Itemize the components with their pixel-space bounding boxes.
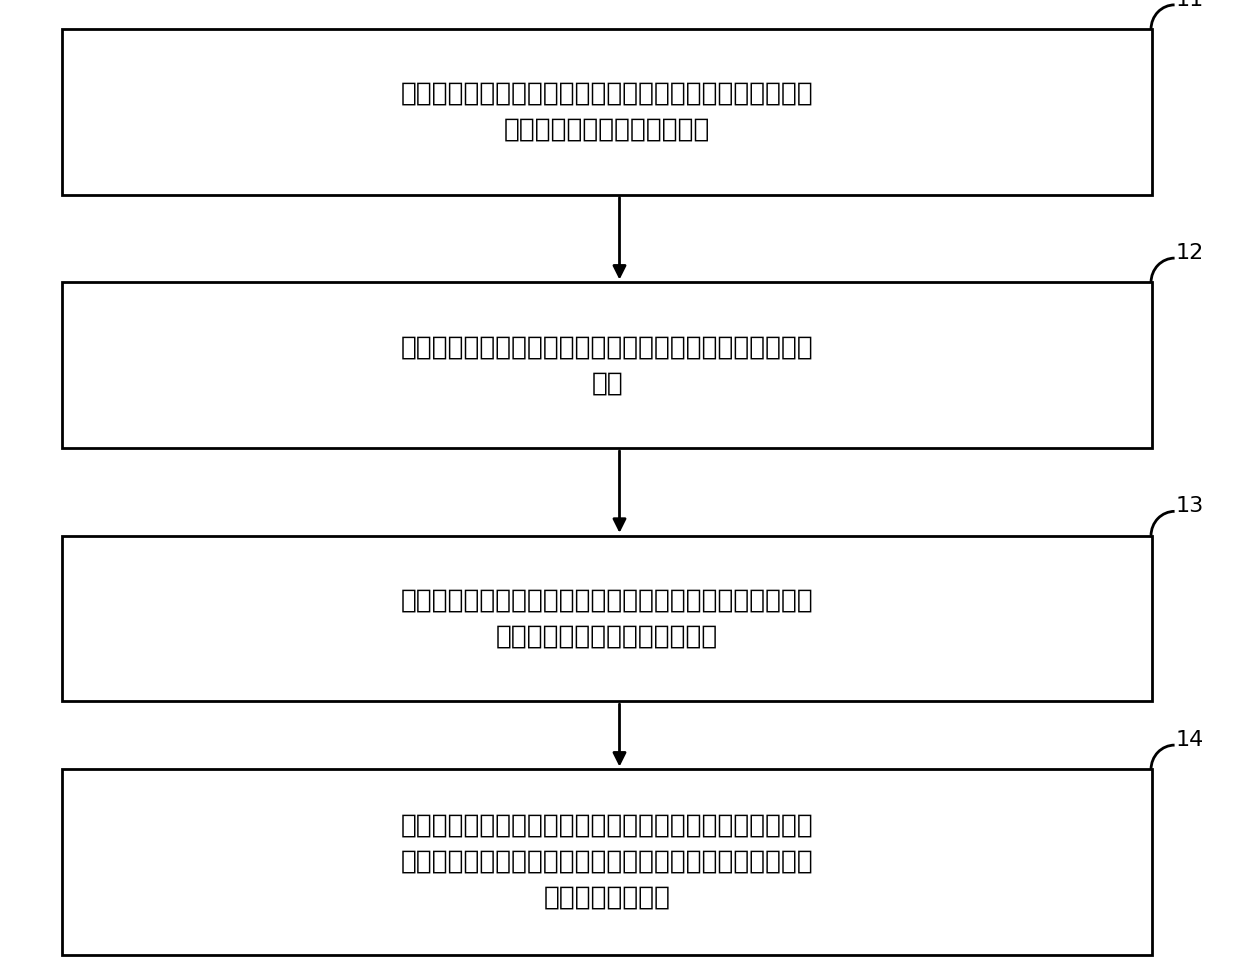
Text: 12: 12: [1176, 243, 1203, 263]
Text: 接收终端发送的上行信令，所述上行信令包括所述终端能够
支持的上行控制信道发射方式: 接收终端发送的上行信令，所述上行信令包括所述终端能够 支持的上行控制信道发射方式: [400, 81, 814, 143]
Text: 11: 11: [1176, 0, 1203, 10]
Bar: [62, 769, 1152, 955]
Text: 13: 13: [1176, 496, 1203, 516]
Bar: [62, 282, 1152, 448]
Bar: [62, 29, 1152, 195]
Text: 根据所述上行信令、所述质量信息和预设质量阈值，确定所
述终端上行控制信道的发射方式: 根据所述上行信令、所述质量信息和预设质量阈值，确定所 述终端上行控制信道的发射方…: [400, 587, 814, 650]
Text: 14: 14: [1176, 730, 1203, 750]
Text: 对所述终端的上行信道进行测量，获取所述上行信道的质量
信息: 对所述终端的上行信道进行测量，获取所述上行信道的质量 信息: [400, 334, 814, 396]
Bar: [62, 536, 1152, 701]
Text: 向所述终端发送第一消息，所述第一消息用于指示所述终端
将当前在上行控制信道采用的发射方式调整为所述网络侧设
备确定的发射方式: 向所述终端发送第一消息，所述第一消息用于指示所述终端 将当前在上行控制信道采用的…: [400, 813, 814, 911]
